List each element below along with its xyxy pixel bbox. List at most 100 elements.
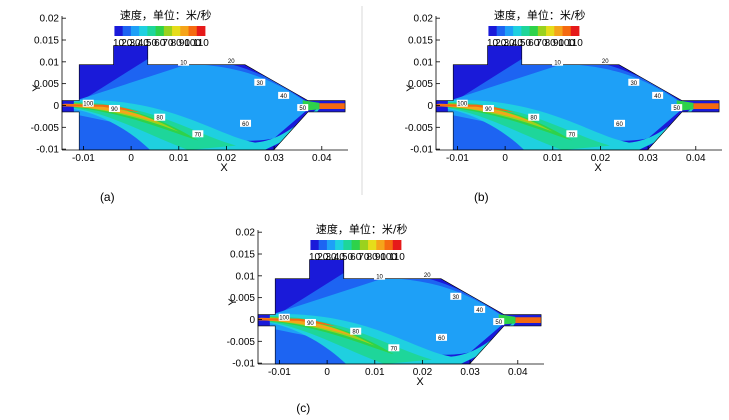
- legend-swatch-50: [521, 26, 530, 36]
- legend-label: 40: [138, 38, 150, 49]
- legend-label: 70: [162, 38, 174, 49]
- y-tick-label: 0: [249, 315, 255, 326]
- contour-label: 20: [228, 59, 235, 65]
- y-tick-label: -0.005: [227, 337, 256, 348]
- band-60: [447, 102, 572, 141]
- legend-label: 30: [503, 38, 515, 49]
- legend-label: 50: [520, 38, 532, 49]
- panel-caption: (a): [100, 190, 115, 204]
- band-60: [73, 102, 198, 141]
- velocity-field: [258, 259, 542, 364]
- y-tick-label: 0: [53, 101, 59, 112]
- contour-label-box: [82, 99, 94, 107]
- contour-label-box: [240, 119, 252, 127]
- y-tick-label: 0.005: [230, 293, 255, 304]
- legend-swatch-30: [504, 26, 514, 36]
- legend-label: 60: [528, 38, 540, 49]
- legend-label: 20: [495, 38, 507, 49]
- contour-label-box: [652, 91, 664, 99]
- contour-label: 80: [530, 116, 537, 122]
- contour-label-box: [474, 305, 486, 313]
- contour-label-box: [482, 104, 494, 112]
- legend-swatch-90: [376, 240, 385, 250]
- contour-label: 90: [111, 107, 118, 113]
- contour-label-box: [671, 104, 683, 112]
- y-tick-label: 0.02: [414, 14, 434, 25]
- contour-label-box: [388, 344, 400, 352]
- legend-swatch-70: [359, 240, 369, 250]
- contour-label-box: [528, 113, 540, 121]
- legend-swatch-80: [368, 240, 377, 250]
- y-tick-label: 0.005: [408, 79, 433, 90]
- contour-label: 30: [452, 295, 459, 301]
- legend-swatch-50: [147, 26, 156, 36]
- contour-label-box: [297, 104, 309, 112]
- legend-swatch-110: [392, 240, 402, 250]
- x-tick-label: 0.04: [686, 153, 706, 164]
- legend-label: 10: [309, 252, 321, 263]
- x-tick-label: -0.01: [268, 367, 291, 378]
- legend-label: 110: [193, 38, 209, 49]
- legend-label: 90: [375, 252, 387, 263]
- contour-label: 100: [279, 316, 290, 322]
- legend-label: 100: [558, 38, 575, 49]
- legend-swatch-90: [180, 26, 189, 36]
- legend-label: 40: [334, 252, 346, 263]
- contour-label-box: [108, 104, 120, 112]
- legend-title: 速度，单位：米/秒: [494, 8, 586, 22]
- contour-label: 70: [195, 132, 202, 138]
- contour-label: 40: [654, 94, 661, 100]
- contour-label: 70: [569, 132, 576, 138]
- x-axis-label: X: [594, 162, 602, 174]
- contour-label: 50: [495, 320, 502, 326]
- panel-b: -0.01 0 0.01 0.02 0.03 0.04 -0.01 -0.005 0 0.005 0…: [405, 8, 722, 204]
- contour-label: 80: [352, 330, 359, 336]
- contour-label-box: [278, 91, 290, 99]
- y-tick-label: -0.005: [405, 123, 434, 134]
- y-tick-label: -0.01: [410, 145, 433, 156]
- y-tick-label: 0.015: [34, 36, 59, 47]
- legend-label: 70: [358, 252, 370, 263]
- legend-swatch-20: [318, 240, 328, 250]
- panel-caption: (c): [296, 401, 310, 415]
- contour-label-box: [456, 99, 468, 107]
- x-tick-label: 0.01: [365, 367, 385, 378]
- x-tick-label: -0.01: [72, 153, 95, 164]
- legend-swatch-60: [529, 26, 539, 36]
- legend-label: 40: [512, 38, 524, 49]
- contour-label-box: [192, 130, 204, 138]
- y-axis-label: Y: [405, 84, 417, 92]
- y-tick-label: -0.005: [31, 123, 60, 134]
- contour-label-box: [493, 318, 505, 326]
- contour-label: 100: [457, 102, 468, 108]
- legend-label: 110: [389, 252, 405, 263]
- legend-label: 80: [171, 38, 183, 49]
- legend-swatch-20: [496, 26, 506, 36]
- legend-swatch-100: [562, 26, 572, 36]
- x-axis-label: X: [416, 376, 424, 388]
- y-tick-label: -0.01: [36, 145, 59, 156]
- legend-swatch-20: [122, 26, 132, 36]
- y-tick-label: 0.02: [40, 14, 60, 25]
- y-tick-label: 0.02: [236, 228, 256, 239]
- legend-label: 90: [179, 38, 191, 49]
- legend-label: 20: [121, 38, 133, 49]
- contour-label: 90: [485, 107, 492, 113]
- x-axis-label: X: [220, 162, 228, 174]
- x-tick-label: 0: [128, 153, 134, 164]
- legend-label: 100: [184, 38, 201, 49]
- contour-label-box: [566, 130, 578, 138]
- legend-swatch-40: [335, 240, 344, 250]
- contour-label-box: [552, 58, 564, 66]
- contour-label-box: [599, 56, 611, 64]
- legend-swatch-110: [570, 26, 580, 36]
- x-tick-label: 0.01: [169, 153, 189, 164]
- legend-swatch-80: [172, 26, 181, 36]
- panel-c: -0.01 0 0.01 0.02 0.03 0.04 -0.01 -0.005 0 0.005 0…: [227, 222, 544, 415]
- contour-label: 30: [630, 81, 637, 87]
- contour-label: 90: [307, 321, 314, 327]
- x-tick-label: 0.03: [638, 153, 658, 164]
- legend-swatch-10: [114, 26, 124, 36]
- legend-label: 80: [545, 38, 557, 49]
